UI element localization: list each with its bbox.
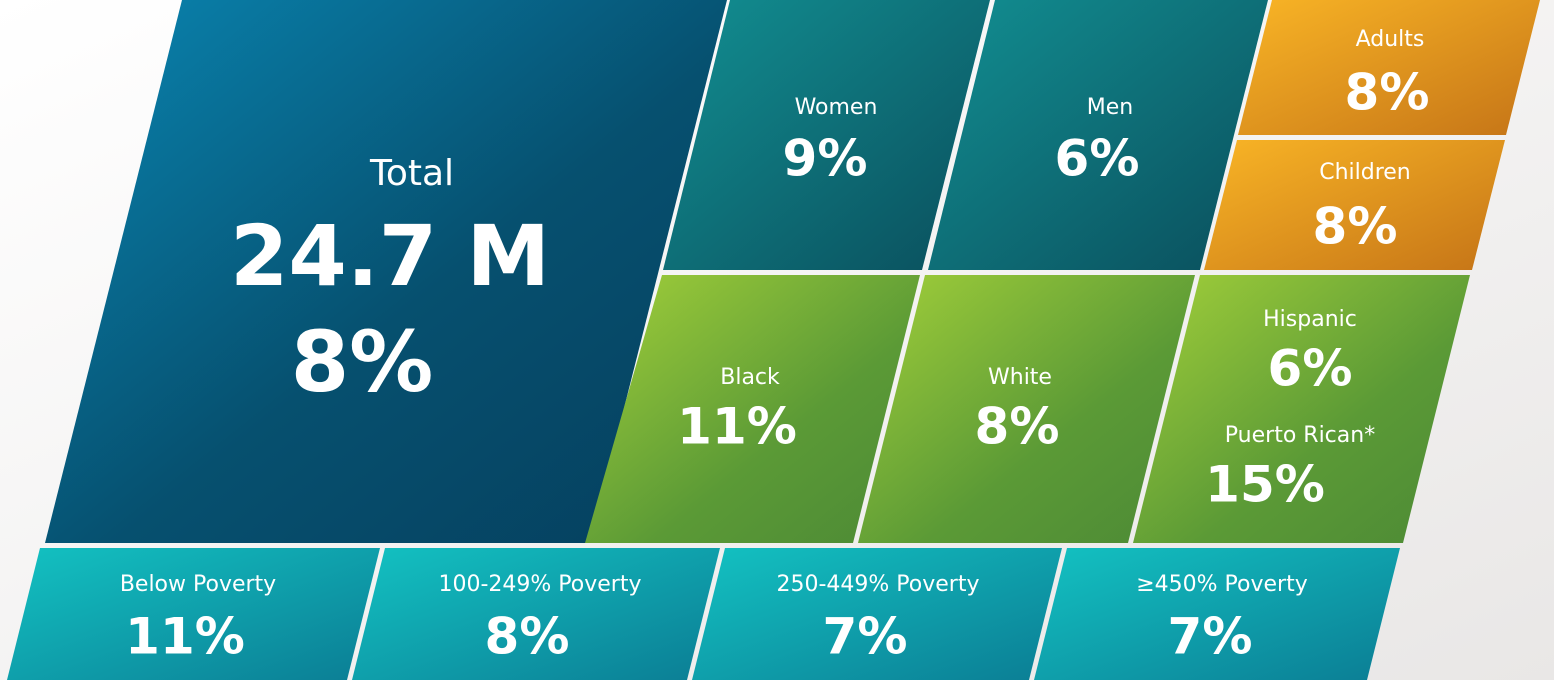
- tile-value: 11%: [677, 398, 797, 456]
- tile-value: 15%: [1205, 456, 1325, 514]
- tile-black: [585, 275, 920, 543]
- tile-men: [928, 0, 1268, 270]
- tile-adults: [1238, 0, 1540, 135]
- tile-value: 6%: [1055, 130, 1140, 188]
- tile-label: White: [988, 365, 1052, 390]
- tile-label: Men: [1087, 95, 1133, 120]
- tile-value: 7%: [823, 608, 908, 666]
- tile-value: 9%: [783, 130, 868, 188]
- total-label: Total: [369, 153, 454, 194]
- tile-women: [663, 0, 990, 270]
- tile-label: Children: [1319, 160, 1411, 185]
- tile-hispanic: [1133, 275, 1470, 543]
- tile-label: 100-249% Poverty: [438, 572, 641, 597]
- tile-total: [45, 0, 727, 543]
- tile-value: 8%: [1345, 64, 1430, 122]
- tile-label: 250-449% Poverty: [776, 572, 979, 597]
- tile-450: [1034, 548, 1400, 680]
- tile-250-449: [692, 548, 1062, 680]
- total-count: 24.7 M: [230, 207, 550, 305]
- tile-value: 8%: [1313, 198, 1398, 256]
- tile-value: 8%: [485, 608, 570, 666]
- tile-label: ≥450% Poverty: [1136, 572, 1308, 597]
- tile-value: 7%: [1168, 608, 1253, 666]
- tile-below-poverty: [7, 548, 380, 680]
- texts: Total 24.7 M 8% Women 9% Men 6% Adults 8…: [120, 27, 1430, 666]
- tile-children: [1204, 140, 1505, 270]
- tile-label: Adults: [1356, 27, 1425, 52]
- tile-label: Black: [720, 365, 780, 390]
- tile-100-249: [352, 548, 720, 680]
- tile-label: Puerto Rican*: [1225, 423, 1375, 448]
- tile-label: Below Poverty: [120, 572, 276, 597]
- tile-value: 11%: [125, 608, 245, 666]
- tile-label: Women: [795, 95, 878, 120]
- tiles: [7, 0, 1540, 680]
- tile-label: Hispanic: [1263, 307, 1357, 332]
- tile-white: [858, 275, 1195, 543]
- tile-value: 8%: [975, 398, 1060, 456]
- tile-value: 6%: [1268, 340, 1353, 398]
- total-percent: 8%: [291, 313, 434, 411]
